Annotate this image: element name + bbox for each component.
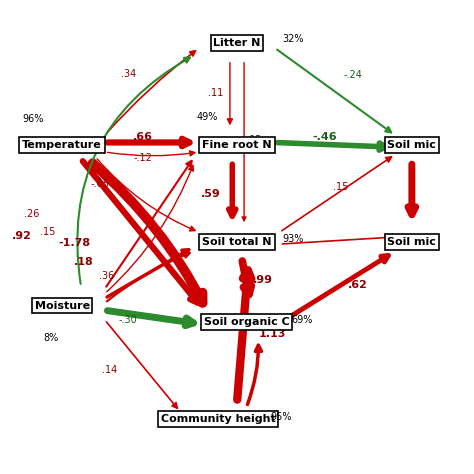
Text: 69%: 69% bbox=[292, 315, 313, 325]
Text: -.30: -.30 bbox=[119, 315, 137, 325]
Text: -.24: -.24 bbox=[343, 70, 362, 81]
Text: 1.13: 1.13 bbox=[259, 329, 286, 339]
Text: .36: .36 bbox=[100, 271, 115, 281]
Text: 49%: 49% bbox=[197, 112, 218, 122]
Text: .62: .62 bbox=[347, 280, 367, 290]
Text: .26: .26 bbox=[24, 210, 39, 219]
Text: Moisture: Moisture bbox=[35, 301, 90, 310]
Text: 95%: 95% bbox=[270, 411, 292, 421]
Text: .34: .34 bbox=[121, 69, 136, 79]
Text: -.12: -.12 bbox=[133, 153, 152, 163]
Text: .92: .92 bbox=[12, 231, 32, 241]
Text: Litter N: Litter N bbox=[213, 38, 261, 48]
Text: 93%: 93% bbox=[282, 234, 303, 245]
Text: Community height: Community height bbox=[161, 414, 275, 424]
Text: .59: .59 bbox=[201, 189, 221, 199]
Text: -1.78: -1.78 bbox=[58, 237, 90, 248]
Text: 32%: 32% bbox=[282, 34, 303, 44]
Text: .66: .66 bbox=[132, 132, 153, 142]
Text: 96%: 96% bbox=[22, 114, 43, 124]
Text: Soil total N: Soil total N bbox=[202, 237, 272, 247]
Text: .15: .15 bbox=[333, 182, 349, 192]
Text: .14: .14 bbox=[102, 365, 117, 375]
Text: .99: .99 bbox=[253, 275, 273, 285]
Text: Soil organic C: Soil organic C bbox=[203, 317, 289, 327]
Text: .05: .05 bbox=[246, 135, 261, 145]
Text: 8%: 8% bbox=[43, 333, 58, 343]
Text: .15: .15 bbox=[40, 227, 55, 237]
Text: Fine root N: Fine root N bbox=[202, 140, 272, 150]
Text: Soil mic: Soil mic bbox=[387, 237, 436, 247]
Text: .18: .18 bbox=[73, 256, 93, 266]
Text: -.05: -.05 bbox=[91, 179, 109, 189]
Text: Temperature: Temperature bbox=[22, 140, 102, 150]
Text: -.46: -.46 bbox=[312, 132, 337, 142]
Text: .11: .11 bbox=[208, 88, 223, 98]
Text: Soil mic: Soil mic bbox=[387, 140, 436, 150]
